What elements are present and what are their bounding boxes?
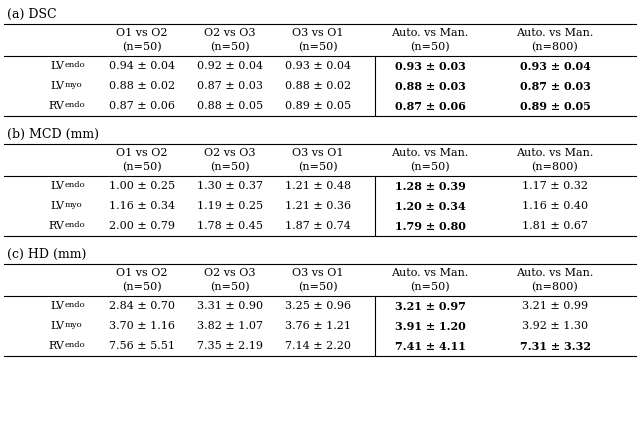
Text: Auto. vs Man.: Auto. vs Man. [391,28,468,38]
Text: 0.92 ± 0.04: 0.92 ± 0.04 [197,61,263,71]
Text: 0.93 ± 0.04: 0.93 ± 0.04 [520,61,591,71]
Text: 3.31 ± 0.90: 3.31 ± 0.90 [197,301,263,311]
Text: 1.28 ± 0.39: 1.28 ± 0.39 [395,180,465,191]
Text: (n=800): (n=800) [532,162,579,172]
Text: (n=50): (n=50) [210,162,250,172]
Text: (n=50): (n=50) [410,162,450,172]
Text: LV: LV [50,181,64,191]
Text: O1 vs O2: O1 vs O2 [116,28,168,38]
Text: 3.25 ± 0.96: 3.25 ± 0.96 [285,301,351,311]
Text: (n=800): (n=800) [532,282,579,292]
Text: Auto. vs Man.: Auto. vs Man. [516,148,594,158]
Text: (n=50): (n=50) [210,42,250,52]
Text: 7.56 ± 5.51: 7.56 ± 5.51 [109,341,175,351]
Text: 3.70 ± 1.16: 3.70 ± 1.16 [109,321,175,331]
Text: 3.76 ± 1.21: 3.76 ± 1.21 [285,321,351,331]
Text: O3 vs O1: O3 vs O1 [292,28,344,38]
Text: (c) HD (mm): (c) HD (mm) [7,248,86,260]
Text: 1.30 ± 0.37: 1.30 ± 0.37 [197,181,263,191]
Text: 1.16 ± 0.40: 1.16 ± 0.40 [522,201,588,211]
Text: 1.21 ± 0.48: 1.21 ± 0.48 [285,181,351,191]
Text: LV: LV [50,201,64,211]
Text: 0.94 ± 0.04: 0.94 ± 0.04 [109,61,175,71]
Text: 1.20 ± 0.34: 1.20 ± 0.34 [395,201,465,211]
Text: 0.87 ± 0.03: 0.87 ± 0.03 [197,81,263,91]
Text: 3.82 ± 1.07: 3.82 ± 1.07 [197,321,263,331]
Text: (n=50): (n=50) [410,42,450,52]
Text: (n=50): (n=50) [210,282,250,292]
Text: myo: myo [65,81,83,89]
Text: O3 vs O1: O3 vs O1 [292,148,344,158]
Text: O2 vs O3: O2 vs O3 [204,28,256,38]
Text: (n=50): (n=50) [122,162,162,172]
Text: endo: endo [65,181,86,189]
Text: 0.88 ± 0.05: 0.88 ± 0.05 [197,101,263,111]
Text: (n=50): (n=50) [298,282,338,292]
Text: 0.87 ± 0.06: 0.87 ± 0.06 [395,101,465,112]
Text: 1.00 ± 0.25: 1.00 ± 0.25 [109,181,175,191]
Text: RV: RV [48,101,64,111]
Text: 0.89 ± 0.05: 0.89 ± 0.05 [285,101,351,111]
Text: Auto. vs Man.: Auto. vs Man. [391,148,468,158]
Text: LV: LV [50,301,64,311]
Text: 0.88 ± 0.02: 0.88 ± 0.02 [109,81,175,91]
Text: 3.92 ± 1.30: 3.92 ± 1.30 [522,321,588,331]
Text: RV: RV [48,221,64,231]
Text: (n=50): (n=50) [298,162,338,172]
Text: (n=50): (n=50) [122,282,162,292]
Text: 1.16 ± 0.34: 1.16 ± 0.34 [109,201,175,211]
Text: O3 vs O1: O3 vs O1 [292,268,344,278]
Text: (b) MCD (mm): (b) MCD (mm) [7,128,99,140]
Text: (n=50): (n=50) [122,42,162,52]
Text: (n=50): (n=50) [410,282,450,292]
Text: RV: RV [48,341,64,351]
Text: 1.21 ± 0.36: 1.21 ± 0.36 [285,201,351,211]
Text: 0.87 ± 0.06: 0.87 ± 0.06 [109,101,175,111]
Text: 1.81 ± 0.67: 1.81 ± 0.67 [522,221,588,231]
Text: Auto. vs Man.: Auto. vs Man. [391,268,468,278]
Text: endo: endo [65,61,86,69]
Text: endo: endo [65,341,86,349]
Text: 0.89 ± 0.05: 0.89 ± 0.05 [520,101,591,112]
Text: 3.21 ± 0.99: 3.21 ± 0.99 [522,301,588,311]
Text: 2.84 ± 0.70: 2.84 ± 0.70 [109,301,175,311]
Text: 2.00 ± 0.79: 2.00 ± 0.79 [109,221,175,231]
Text: O1 vs O2: O1 vs O2 [116,148,168,158]
Text: 0.87 ± 0.03: 0.87 ± 0.03 [520,81,591,92]
Text: (n=800): (n=800) [532,42,579,52]
Text: (n=50): (n=50) [298,42,338,52]
Text: LV: LV [50,81,64,91]
Text: 1.87 ± 0.74: 1.87 ± 0.74 [285,221,351,231]
Text: O2 vs O3: O2 vs O3 [204,148,256,158]
Text: O1 vs O2: O1 vs O2 [116,268,168,278]
Text: 0.88 ± 0.02: 0.88 ± 0.02 [285,81,351,91]
Text: 7.14 ± 2.20: 7.14 ± 2.20 [285,341,351,351]
Text: LV: LV [50,321,64,331]
Text: 1.78 ± 0.45: 1.78 ± 0.45 [197,221,263,231]
Text: 0.93 ± 0.04: 0.93 ± 0.04 [285,61,351,71]
Text: (a) DSC: (a) DSC [7,8,56,20]
Text: endo: endo [65,221,86,229]
Text: 7.41 ± 4.11: 7.41 ± 4.11 [395,341,465,351]
Text: O2 vs O3: O2 vs O3 [204,268,256,278]
Text: 7.35 ± 2.19: 7.35 ± 2.19 [197,341,263,351]
Text: 7.31 ± 3.32: 7.31 ± 3.32 [520,341,591,351]
Text: 0.88 ± 0.03: 0.88 ± 0.03 [395,81,465,92]
Text: Auto. vs Man.: Auto. vs Man. [516,28,594,38]
Text: LV: LV [50,61,64,71]
Text: 3.91 ± 1.20: 3.91 ± 1.20 [395,320,465,331]
Text: 1.19 ± 0.25: 1.19 ± 0.25 [197,201,263,211]
Text: myo: myo [65,321,83,329]
Text: 1.79 ± 0.80: 1.79 ± 0.80 [395,221,465,232]
Text: endo: endo [65,301,86,309]
Text: myo: myo [65,201,83,209]
Text: 3.21 ± 0.97: 3.21 ± 0.97 [395,300,465,311]
Text: 1.17 ± 0.32: 1.17 ± 0.32 [522,181,588,191]
Text: 0.93 ± 0.03: 0.93 ± 0.03 [395,61,465,71]
Text: endo: endo [65,101,86,109]
Text: Auto. vs Man.: Auto. vs Man. [516,268,594,278]
